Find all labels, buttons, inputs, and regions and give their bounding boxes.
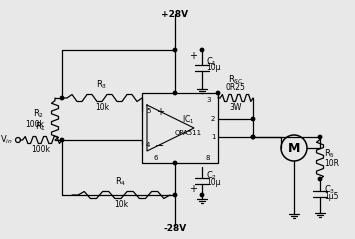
Text: C$_2$: C$_2$ [206,170,217,183]
Circle shape [200,193,204,197]
Circle shape [60,96,64,100]
Text: 10μ: 10μ [206,63,220,72]
Text: 6: 6 [154,155,158,161]
Text: 10μ: 10μ [206,178,220,187]
Circle shape [216,91,220,95]
Text: +: + [189,184,197,194]
Text: R$_{SC}$: R$_{SC}$ [228,74,244,86]
Circle shape [173,193,177,197]
Text: 5: 5 [146,108,151,114]
Text: M: M [288,141,300,154]
Text: OPA511: OPA511 [174,130,202,136]
Text: 4: 4 [146,142,151,148]
Text: R$_2$: R$_2$ [33,108,44,120]
Circle shape [173,161,177,165]
Text: +28V: +28V [162,10,189,19]
Text: −: − [155,141,165,151]
Text: C$_1$: C$_1$ [206,55,217,67]
Text: 8: 8 [206,155,210,161]
Text: IC$_1$: IC$_1$ [182,114,194,126]
Circle shape [251,135,255,139]
Text: 3W: 3W [229,103,242,112]
Circle shape [173,91,177,95]
Text: 0R25: 0R25 [225,83,245,92]
Circle shape [173,48,177,52]
Circle shape [60,138,64,142]
Text: R$_1$: R$_1$ [36,120,47,133]
Text: -28V: -28V [163,224,187,233]
Text: 10k: 10k [114,200,128,209]
Text: +: + [156,107,164,117]
Text: 3: 3 [207,97,211,103]
Text: 2: 2 [211,116,215,122]
Text: C$_3$: C$_3$ [324,184,335,196]
Text: 100k: 100k [32,145,50,154]
Text: 1: 1 [211,134,215,140]
Text: 10R: 10R [324,158,339,168]
Circle shape [318,177,322,181]
Text: R$_3$: R$_3$ [97,78,108,91]
Text: R$_4$: R$_4$ [115,175,127,188]
Circle shape [200,48,204,52]
Text: 100k: 100k [25,120,44,129]
Text: V$_{in}$: V$_{in}$ [0,134,13,146]
Circle shape [318,135,322,139]
Text: 1μ5: 1μ5 [324,192,339,201]
Text: +: + [189,51,197,61]
Text: 10k: 10k [95,103,109,112]
Circle shape [251,117,255,121]
Text: R$_5$: R$_5$ [324,148,335,160]
Bar [142,93,218,163]
Circle shape [251,135,255,139]
